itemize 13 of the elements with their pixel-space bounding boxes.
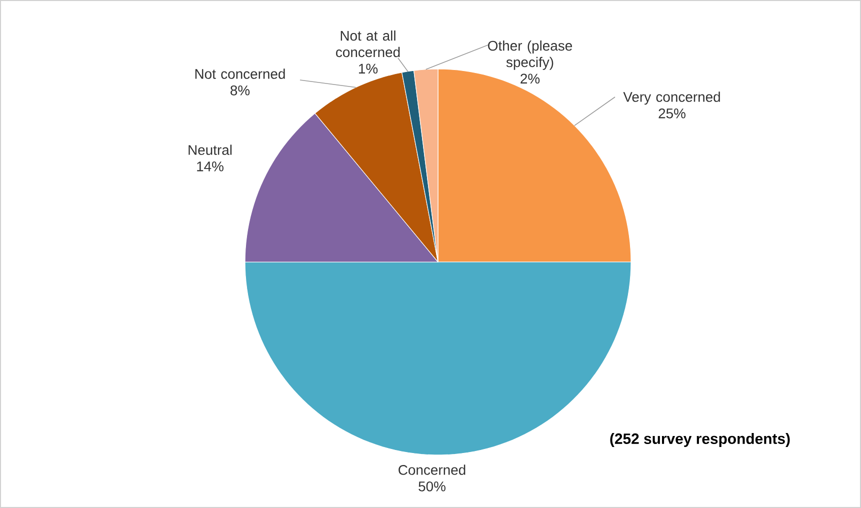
data-label: 25% (658, 108, 686, 118)
slice-label: Not concerned (195, 68, 285, 79)
text: (252 survey respondents) (610, 433, 790, 447)
slice-label: Other (please specify) (488, 40, 572, 70)
data-label: 8% (230, 85, 250, 96)
data-label: 2% (520, 74, 540, 84)
slice-label: Neutral (188, 144, 232, 155)
data-label: 1% (358, 64, 378, 74)
data-label: 14% (197, 162, 224, 172)
slice-label: Very concerned (623, 92, 720, 105)
slice-label: Concerned (398, 464, 466, 475)
data-label: 50% (418, 481, 446, 492)
slice-label: Not at all concerned (336, 30, 400, 58)
